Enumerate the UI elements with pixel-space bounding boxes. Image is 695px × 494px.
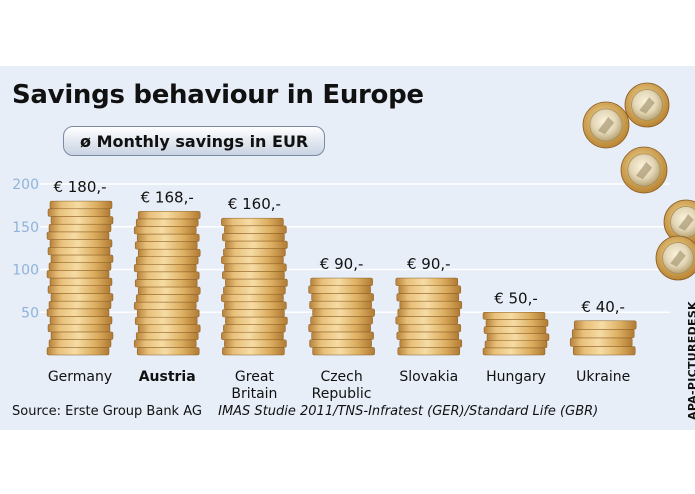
category-labels: Germany Austria Great Britain Czech Republic S… — [48, 369, 630, 402]
category-label-4: Slovakia — [399, 369, 458, 385]
value-label-5: € 50,- — [494, 289, 538, 307]
category-label-5: Hungary — [486, 369, 546, 385]
bar-1 — [133, 211, 201, 356]
y-axis-tick-labels: 50 100 150 200 — [12, 177, 39, 321]
bar-2 — [221, 217, 288, 356]
category-label-1: Austria — [139, 369, 196, 385]
bar-4 — [395, 277, 463, 356]
bar-6 — [569, 320, 637, 356]
source-text: Source: Erste Group Bank AG — [12, 404, 202, 419]
y-tick-label-200: 200 — [12, 177, 39, 193]
y-tick-label-150: 150 — [12, 220, 39, 236]
euro-coin-icon — [663, 199, 695, 245]
value-label-6: € 40,- — [581, 298, 625, 316]
euro-coin-icon — [582, 101, 630, 149]
bar-0 — [46, 200, 114, 356]
category-label-0: Germany — [48, 369, 112, 385]
y-tick-label-100: 100 — [12, 263, 39, 279]
chart-subtitle: ø Monthly savings in EUR — [80, 131, 309, 151]
y-tick-label-50: 50 — [21, 305, 39, 321]
bar-3 — [308, 277, 375, 356]
photo-credit: APA-PICTUREDESK — [686, 301, 695, 420]
euro-coin-icon — [655, 235, 695, 281]
value-label-2: € 160,- — [228, 195, 281, 213]
value-labels: € 180,- € 168,- € 160,- € 90,- € 90,- € 50,- €… — [53, 178, 625, 316]
source-detail: IMAS Studie 2011/TNS-Infratest (GER)/Sta… — [218, 404, 599, 419]
decorative-euro-coins — [582, 82, 695, 281]
euro-coin-icon — [620, 146, 668, 194]
value-label-3: € 90,- — [320, 255, 364, 273]
value-label-4: € 90,- — [407, 255, 451, 273]
euro-coin-icon — [624, 82, 670, 128]
category-label-3: Czech Republic — [312, 369, 372, 402]
bars — [46, 200, 637, 356]
chart-title: Savings behaviour in Europe — [12, 80, 424, 110]
category-label-6: Ukraine — [576, 369, 630, 385]
category-label-2: Great Britain — [231, 369, 277, 402]
bar-5 — [482, 312, 550, 356]
value-label-0: € 180,- — [53, 178, 106, 196]
value-label-1: € 168,- — [141, 188, 194, 206]
chart-subtitle-pill: ø Monthly savings in EUR — [63, 126, 325, 156]
source-line: Source: Erste Group Bank AG IMAS Studie … — [12, 404, 598, 419]
